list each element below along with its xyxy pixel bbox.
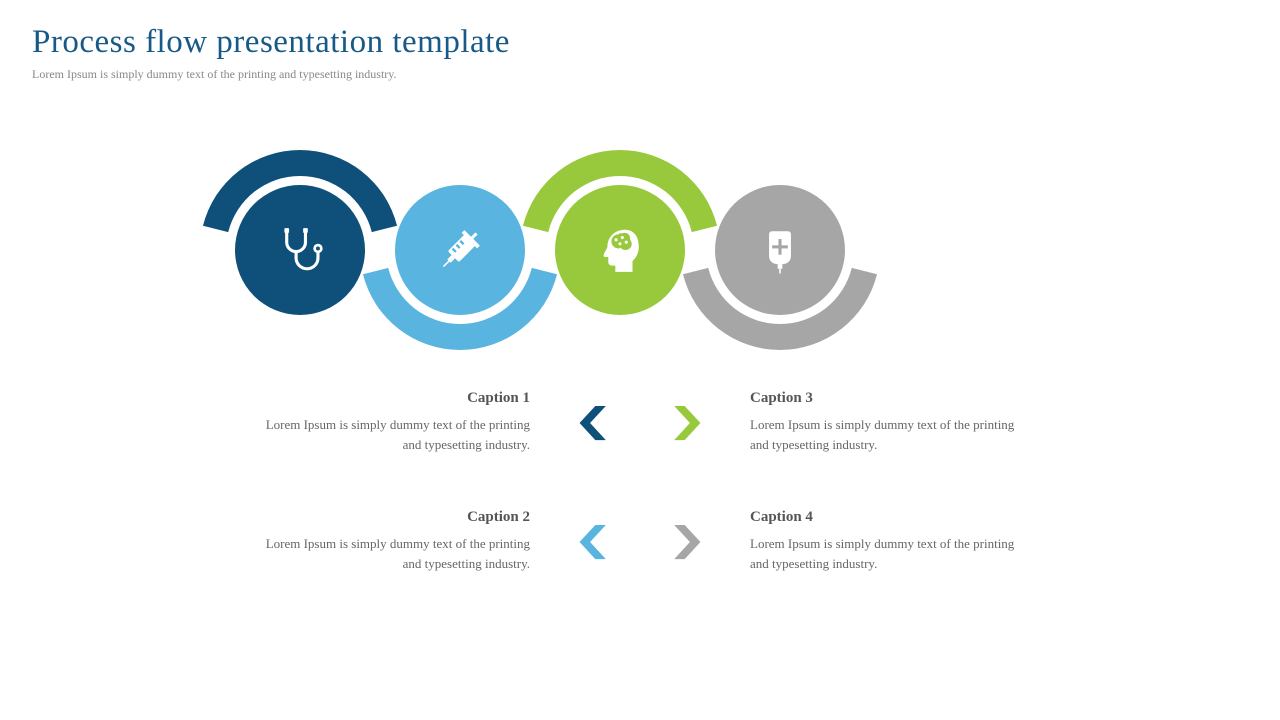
syringe-icon [395,185,525,315]
caption-right: Caption 4 Lorem Ipsum is simply dummy te… [750,509,1030,573]
brain-head-icon [555,185,685,315]
caption-title: Caption 3 [750,390,1030,407]
caption-text: Lorem Ipsum is simply dummy text of the … [750,534,1030,573]
process-flow [0,140,1280,360]
slide-header: Process flow presentation template Lorem… [32,24,510,82]
captions-area: Caption 1 Lorem Ipsum is simply dummy te… [0,390,1280,628]
chevron-right-icon [665,521,707,563]
chevron-right-icon [665,402,707,444]
caption-right: Caption 3 Lorem Ipsum is simply dummy te… [750,390,1030,454]
chevron-left-icon [573,402,615,444]
flow-node-4 [680,150,880,350]
caption-left: Caption 1 Lorem Ipsum is simply dummy te… [250,390,530,454]
slide-title: Process flow presentation template [32,24,510,61]
arrow-pair [530,509,750,563]
slide-subtitle: Lorem Ipsum is simply dummy text of the … [32,67,510,82]
caption-title: Caption 4 [750,509,1030,526]
caption-text: Lorem Ipsum is simply dummy text of the … [250,415,530,454]
caption-title: Caption 1 [250,390,530,407]
stethoscope-icon [235,185,365,315]
caption-row-2: Caption 2 Lorem Ipsum is simply dummy te… [0,509,1280,573]
caption-row-1: Caption 1 Lorem Ipsum is simply dummy te… [0,390,1280,454]
arrow-pair [530,390,750,444]
caption-text: Lorem Ipsum is simply dummy text of the … [250,534,530,573]
caption-title: Caption 2 [250,509,530,526]
iv-bag-icon [715,185,845,315]
caption-left: Caption 2 Lorem Ipsum is simply dummy te… [250,509,530,573]
chevron-left-icon [573,521,615,563]
caption-text: Lorem Ipsum is simply dummy text of the … [750,415,1030,454]
